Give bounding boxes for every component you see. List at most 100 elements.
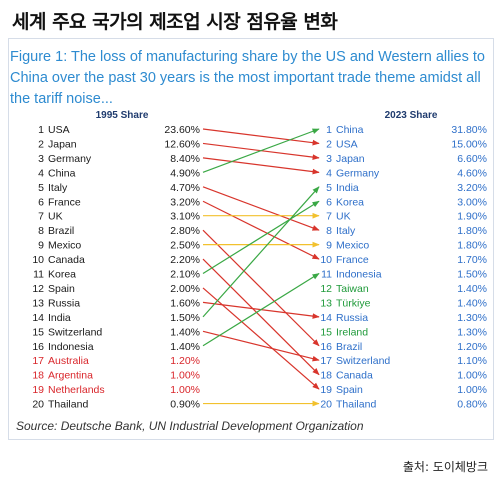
left-country: UK xyxy=(48,211,63,223)
left-country: Mexico xyxy=(48,240,81,252)
rank-change-arrow xyxy=(202,258,320,376)
rank-change-arrow xyxy=(202,186,320,318)
left-share: 8.40% xyxy=(170,153,200,165)
right-rank: 10 xyxy=(320,254,332,266)
left-share: 1.50% xyxy=(170,312,200,324)
right-share: 1.40% xyxy=(457,283,487,295)
left-country: Italy xyxy=(48,182,68,194)
right-country: India xyxy=(336,182,359,194)
left-country: Germany xyxy=(48,153,92,165)
right-rank: 13 xyxy=(320,297,332,309)
right-rank: 6 xyxy=(326,196,332,208)
right-share: 15.00% xyxy=(451,138,487,150)
credit-note: 출처: 도이체방크 xyxy=(402,460,488,474)
left-share: 4.90% xyxy=(170,167,200,179)
left-share: 1.00% xyxy=(170,370,200,382)
right-share: 3.20% xyxy=(457,182,487,194)
rank-change-arrow xyxy=(202,128,320,173)
right-rank: 7 xyxy=(326,211,332,223)
left-share: 1.00% xyxy=(170,384,200,396)
right-country: Brazil xyxy=(336,341,362,353)
left-rank: 2 xyxy=(38,138,44,150)
right-country: Japan xyxy=(336,153,365,165)
left-rank: 3 xyxy=(38,153,44,165)
rank-change-arrow xyxy=(202,330,320,362)
left-country: India xyxy=(48,312,71,324)
left-rank: 1 xyxy=(38,124,44,136)
left-share: 2.50% xyxy=(170,240,200,252)
left-country: Japan xyxy=(48,138,77,150)
figure-panel xyxy=(8,38,494,440)
rank-change-arrow xyxy=(202,186,320,231)
left-rank: 18 xyxy=(32,370,44,382)
right-country: Thailand xyxy=(336,399,376,411)
left-share: 3.20% xyxy=(170,196,200,208)
right-country: Indonesia xyxy=(336,269,382,281)
right-rank: 18 xyxy=(320,370,332,382)
right-share: 0.80% xyxy=(457,399,487,411)
left-share: 1.60% xyxy=(170,297,200,309)
right-share: 1.20% xyxy=(457,341,487,353)
rank-change-arrow xyxy=(202,200,320,275)
left-share: 2.00% xyxy=(170,283,200,295)
left-rank: 20 xyxy=(32,399,44,411)
left-country: Spain xyxy=(48,283,75,295)
left-rank: 13 xyxy=(32,297,44,309)
rank-change-arrow xyxy=(202,229,320,347)
right-rank: 20 xyxy=(320,399,332,411)
right-country: USA xyxy=(336,138,358,150)
left-country: Netherlands xyxy=(48,384,105,396)
right-rank: 14 xyxy=(320,312,332,324)
left-country: China xyxy=(48,167,76,179)
left-country: Indonesia xyxy=(48,341,94,353)
left-share: 1.40% xyxy=(170,326,200,338)
right-country: Mexico xyxy=(336,240,369,252)
right-share: 1.50% xyxy=(457,269,487,281)
right-rank: 17 xyxy=(320,355,332,367)
left-country: France xyxy=(48,196,81,208)
rank-change-arrow xyxy=(202,287,320,390)
left-rank: 9 xyxy=(38,240,44,252)
right-share: 31.80% xyxy=(451,124,487,136)
right-country: Canada xyxy=(336,370,373,382)
left-rank: 17 xyxy=(32,355,44,367)
right-share: 1.70% xyxy=(457,254,487,266)
left-country: Argentina xyxy=(48,370,93,382)
left-country: Korea xyxy=(48,269,76,281)
right-rank: 16 xyxy=(320,341,332,353)
right-country: Germany xyxy=(336,167,380,179)
left-rank: 7 xyxy=(38,211,44,223)
right-share: 1.10% xyxy=(457,355,487,367)
right-share: 1.80% xyxy=(457,240,487,252)
left-share: 0.90% xyxy=(170,399,200,411)
left-country: Brazil xyxy=(48,225,74,237)
right-rank: 2 xyxy=(326,138,332,150)
right-country: Russia xyxy=(336,312,368,324)
arrow-layer xyxy=(202,128,320,407)
left-share: 23.60% xyxy=(164,124,200,136)
left-rank: 4 xyxy=(38,167,44,179)
right-country: UK xyxy=(336,211,351,223)
right-rank: 1 xyxy=(326,124,332,136)
left-rank: 19 xyxy=(32,384,44,396)
right-share: 1.40% xyxy=(457,297,487,309)
right-rank: 5 xyxy=(326,182,332,194)
left-share: 3.10% xyxy=(170,211,200,223)
right-rank: 11 xyxy=(321,269,332,281)
left-rank: 11 xyxy=(33,269,44,281)
left-share: 12.60% xyxy=(164,138,200,150)
rank-change-arrow xyxy=(202,200,320,260)
left-rank: 16 xyxy=(32,341,44,353)
left-rank: 14 xyxy=(32,312,44,324)
figure-title: Figure 1: The loss of manufacturing shar… xyxy=(10,49,485,107)
left-country: Switzerland xyxy=(48,326,102,338)
right-country: Taiwan xyxy=(336,283,369,295)
right-rank: 8 xyxy=(326,225,332,237)
right-country: Türkiye xyxy=(336,297,371,309)
left-share: 1.40% xyxy=(170,341,200,353)
right-share: 3.00% xyxy=(457,196,487,208)
rank-change-arrow xyxy=(202,157,320,175)
left-share: 2.80% xyxy=(170,225,200,237)
right-country: Switzerland xyxy=(336,355,390,367)
